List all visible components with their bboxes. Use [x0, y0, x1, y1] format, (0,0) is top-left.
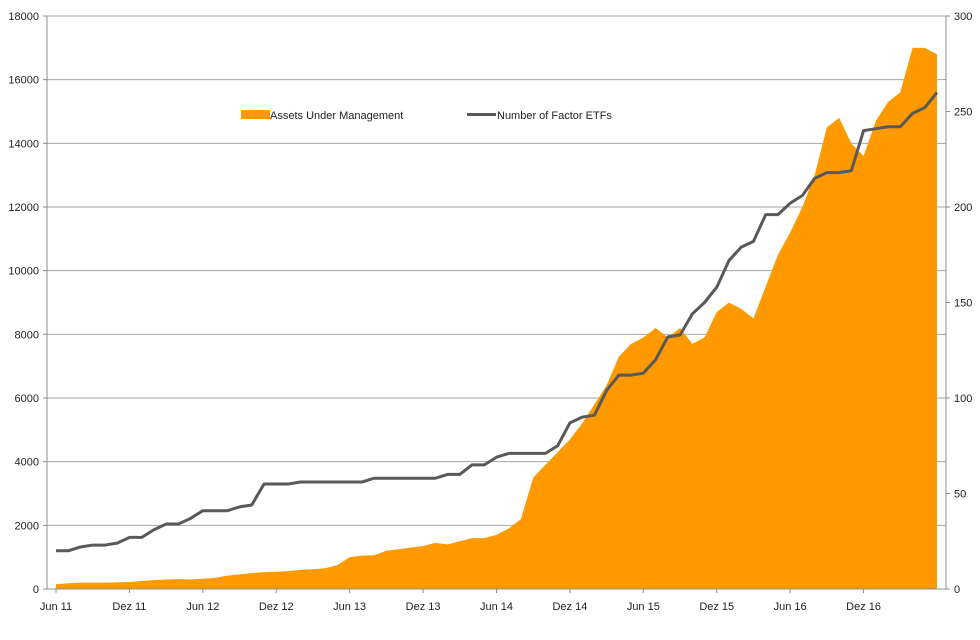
x-tick-label: Jun 15	[627, 601, 660, 613]
right-tick-label: 200	[954, 202, 972, 214]
left-tick-label: 4000	[15, 457, 39, 469]
x-axis-tick-labels: Jun 11 Dez 11 Jun 12 Dez 12 Jun 13 Dez 13 Jun …	[40, 601, 881, 613]
etf-count-line-series	[56, 91, 939, 553]
x-tick-label: Jun 16	[774, 601, 807, 613]
left-tick-label: 16000	[8, 75, 39, 87]
left-tick-label: 8000	[15, 329, 39, 341]
left-tick-label: 10000	[8, 266, 39, 278]
x-tick-label: Jun 14	[480, 601, 513, 613]
right-tick-label: 250	[954, 107, 972, 119]
axes	[43, 15, 950, 593]
x-tick-label: Dez 11	[112, 601, 146, 613]
right-axis-tick-labels: 0 50 100 150 200 250 300	[954, 11, 972, 596]
left-tick-label: 0	[33, 584, 39, 596]
legend-label-etf-count: Number of Factor ETFs	[497, 110, 612, 122]
left-tick-label: 18000	[8, 11, 39, 23]
legend: Assets Under Management Number of Factor…	[241, 110, 612, 122]
x-tick-label: Dez 12	[259, 601, 294, 613]
left-tick-label: 2000	[15, 520, 39, 532]
etf-count-line	[56, 91, 939, 553]
x-tick-label: Jun 13	[333, 601, 366, 613]
left-tick-label: 6000	[15, 393, 39, 405]
aum-area	[56, 47, 937, 589]
x-tick-label: Dez 14	[552, 601, 587, 613]
left-axis-tick-labels: 0 2000 4000 6000 8000 10000 12000 14000 16000 180…	[8, 11, 39, 596]
x-tick-label: Dez 13	[406, 601, 441, 613]
left-tick-label: 14000	[8, 138, 39, 150]
right-tick-label: 50	[954, 489, 966, 501]
right-tick-label: 0	[954, 584, 960, 596]
x-tick-label: Jun 12	[186, 601, 219, 613]
right-tick-label: 150	[954, 298, 972, 310]
right-tick-label: 100	[954, 393, 972, 405]
aum-area-series	[56, 47, 937, 589]
x-tick-label: Jun 11	[40, 601, 72, 613]
left-tick-label: 12000	[8, 202, 39, 214]
legend-swatch-aum	[241, 110, 270, 119]
legend-label-aum: Assets Under Management	[270, 110, 403, 122]
x-tick-label: Dez 16	[846, 601, 881, 613]
horizontal-gridlines	[47, 15, 946, 526]
x-tick-label: Dez 15	[699, 601, 734, 613]
right-tick-label: 300	[954, 11, 972, 23]
